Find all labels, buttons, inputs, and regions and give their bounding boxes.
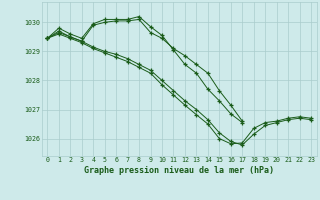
X-axis label: Graphe pression niveau de la mer (hPa): Graphe pression niveau de la mer (hPa) (84, 166, 274, 175)
